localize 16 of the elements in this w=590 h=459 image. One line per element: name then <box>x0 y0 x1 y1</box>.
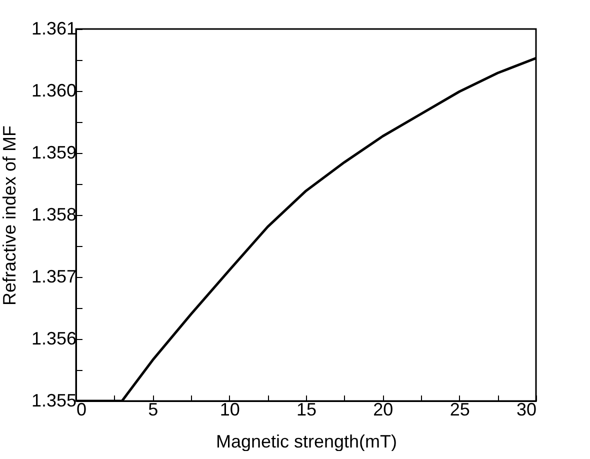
y-tick-label: 1.356 <box>31 328 76 348</box>
y-tick-label: 1.359 <box>31 142 76 162</box>
y-tick-label: 1.357 <box>31 266 76 286</box>
y-tick-label: 1.361 <box>31 18 76 38</box>
y-tick-label: 1.358 <box>31 204 76 224</box>
y-axis-title: Refractive index of MF <box>0 125 20 306</box>
x-axis-title: Magnetic strength(mT) <box>216 432 398 452</box>
x-tick-label: 25 <box>450 400 470 420</box>
x-tick-label: 20 <box>373 400 394 420</box>
x-tick-label: 5 <box>148 400 158 420</box>
y-tick-label: 1.360 <box>31 80 76 100</box>
x-tick-label: 30 <box>516 400 536 420</box>
x-tick-label: 10 <box>220 400 240 420</box>
x-tick-label: 15 <box>296 400 317 420</box>
x-tick-label: 0 <box>76 400 87 420</box>
y-tick-label: 1.355 <box>31 390 76 410</box>
